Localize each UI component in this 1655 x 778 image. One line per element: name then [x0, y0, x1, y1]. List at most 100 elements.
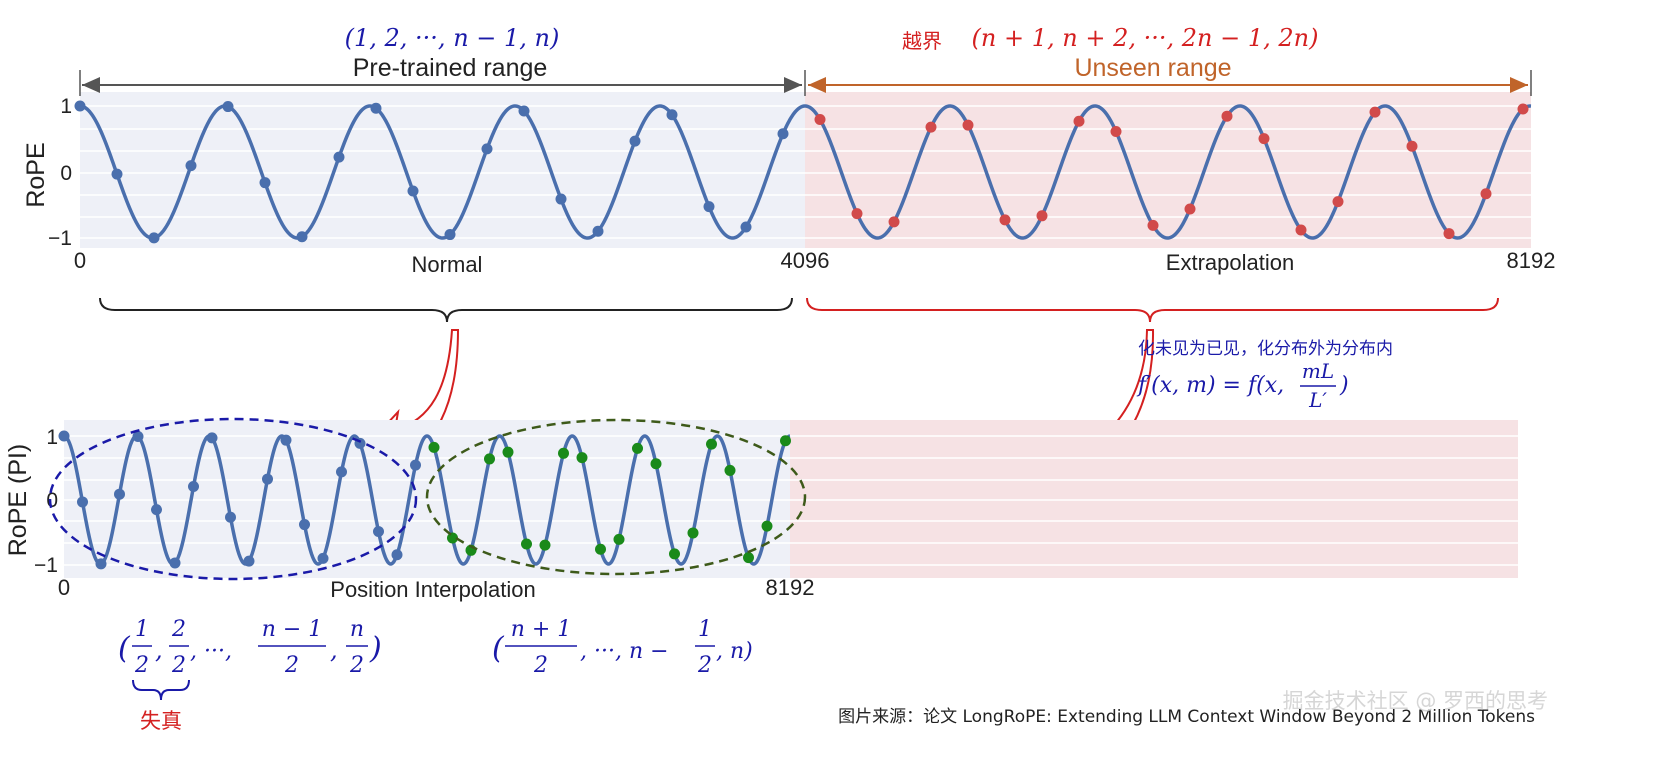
pi-interpolated-position-dot [539, 539, 551, 551]
unseen-position-dot [1443, 228, 1455, 240]
pi-interpolated-position-dot [613, 533, 625, 545]
pi-original-position-dot [391, 549, 403, 561]
unseen-position-dot [1480, 188, 1492, 200]
pretrained-position-dot [444, 229, 456, 241]
green-dashed-ellipse [425, 418, 807, 576]
right-math-close: , n) [716, 639, 753, 664]
watermark: 掘金技术社区 @ 罗西的思考 [1283, 689, 1548, 713]
left-fraction-sequence: ( 1 2 , 2 2 , ···, n − 1 2 , n 2 ) [118, 617, 382, 678]
pi-interpolated-position-dot [502, 446, 514, 458]
unseen-math: (n + 1, n + 2, ···, 2n − 1, 2n) [972, 24, 1319, 52]
pi-rope-wave [63, 434, 791, 566]
unseen-position-dot [962, 119, 974, 131]
unseen-position-dot [1184, 203, 1196, 215]
right-math-f1-num: n + 1 [511, 617, 572, 642]
extrapolation-brace [806, 297, 1499, 323]
right-fraction-sequence: ( n + 1 2 , ···, n − 1 2 , n) [492, 617, 753, 678]
unseen-position-dot [814, 113, 826, 125]
distortion-brace [132, 679, 190, 701]
pretrained-position-dot [296, 231, 308, 243]
unseen-position-dot [851, 208, 863, 220]
pi-label: Position Interpolation [330, 577, 535, 602]
pi-original-position-dot [58, 430, 70, 442]
pi-interpolated-position-dot [724, 464, 736, 476]
top-xtick-8192: 8192 [1507, 248, 1556, 273]
pi-original-position-dot [336, 466, 347, 478]
unseen-position-dot [1295, 224, 1307, 236]
pi-original-position-dot [262, 473, 273, 485]
pretrained-position-dot [407, 185, 419, 197]
unseen-position-dot [888, 216, 900, 228]
blue-dashed-ellipse [48, 417, 418, 581]
top-ytick-neg1: −1 [48, 227, 72, 250]
pretrained-position-dot [777, 128, 789, 140]
pretrained-math: (1, 2, ···, n − 1, n) [345, 24, 560, 52]
normal-brace [99, 297, 793, 323]
pi-interpolated-position-dot [521, 538, 532, 550]
pretrained-region-bg [80, 92, 805, 248]
pretrained-position-dot [703, 201, 715, 213]
pretrained-position-dot [740, 221, 752, 233]
bottom-ylabel: RoPE (PI) [4, 444, 32, 557]
pretrained-position-dot [518, 105, 530, 117]
top-rope-dots [74, 100, 1529, 244]
left-math-f4-den: 2 [349, 653, 364, 678]
left-math-open: ( [118, 631, 131, 666]
pi-original-position-dot [95, 558, 107, 570]
pi-original-position-dot [206, 432, 218, 444]
pi-interpolated-position-dot [650, 458, 662, 470]
pi-region-bg [64, 420, 790, 578]
unseen-position-dot [1036, 210, 1048, 222]
svg-text:,: , [155, 636, 163, 664]
top-rope-wave [79, 104, 1532, 240]
pretrained-position-dot [222, 101, 234, 113]
pi-interpolated-position-dot [576, 452, 588, 464]
left-math-f2-den: 2 [171, 653, 186, 678]
pi-interpolated-position-dot [687, 527, 699, 539]
unseen-position-dot [1517, 103, 1529, 115]
left-math-f3-den: 2 [284, 653, 299, 678]
pi-original-position-dot [188, 481, 199, 493]
left-math-close: ) [369, 631, 382, 666]
right-math-mid: , ···, n − [580, 639, 669, 664]
left-math-f1-den: 2 [134, 653, 149, 678]
pretrained-position-dot [111, 168, 123, 180]
bottom-gridlines [64, 435, 1518, 566]
unseen-position-dot [1406, 140, 1418, 152]
pretrained-position-dot [629, 135, 641, 147]
pretrained-position-dot [333, 151, 345, 163]
pi-interpolated-position-dot [595, 543, 606, 555]
distortion-cn: 失真 [140, 709, 182, 733]
source-caption: 图片来源：论文 LongRoPE: Extending LLM Context … [838, 707, 1535, 727]
unseen-position-dot [1369, 106, 1381, 118]
pi-interpolated-position-dot [428, 441, 440, 453]
pi-interpolated-position-dot [780, 435, 791, 447]
pi-original-position-dot [77, 496, 88, 508]
pi-original-position-dot [299, 519, 310, 531]
bottom-ytick-0: 0 [46, 489, 58, 512]
unseen-region-bg [805, 92, 1531, 248]
top-ytick-0: 0 [60, 162, 72, 185]
pi-original-position-dot [280, 434, 292, 446]
pretrained-range-label: Pre-trained range [353, 54, 548, 82]
right-math-open: ( [492, 631, 505, 666]
annotation-cn: 化未见为已见，化分布外为分布内 [1138, 339, 1393, 359]
pi-original-position-dot [317, 552, 329, 564]
right-math-f1-den: 2 [533, 653, 548, 678]
annotation-formula-close: ) [1339, 373, 1349, 398]
unseen-position-dot [1147, 219, 1159, 231]
bottom-xtick-8192: 8192 [766, 575, 815, 600]
unseen-position-dot [1073, 115, 1085, 127]
annotation-formula-den: L′ [1308, 388, 1327, 412]
pretrained-position-dot [592, 225, 604, 237]
right-math-f2-num: 1 [698, 617, 712, 642]
top-wave-line [79, 104, 1532, 240]
top-ytick-1: 1 [60, 95, 72, 118]
pi-original-position-dot [373, 526, 384, 538]
pi-original-position-dot [114, 488, 125, 500]
top-xtick-4096: 4096 [781, 248, 830, 273]
unseen-position-dot [1110, 125, 1122, 137]
unseen-position-dot [1332, 196, 1344, 208]
left-math-f2-num: 2 [171, 617, 186, 642]
pi-original-position-dot [151, 504, 162, 516]
